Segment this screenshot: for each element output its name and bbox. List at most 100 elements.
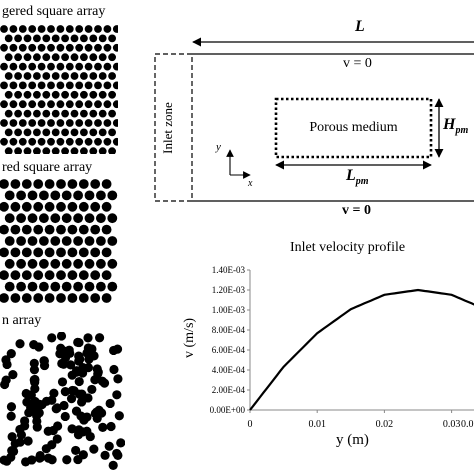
particle xyxy=(42,128,51,137)
particle xyxy=(94,405,104,415)
particle xyxy=(112,62,118,71)
particle xyxy=(84,137,93,146)
particle xyxy=(0,201,9,212)
particle xyxy=(4,34,13,43)
particle xyxy=(78,270,89,281)
particle xyxy=(78,293,89,303)
particle xyxy=(80,53,88,62)
particle xyxy=(6,411,16,421)
particle xyxy=(28,100,37,109)
particle xyxy=(112,81,118,90)
particle xyxy=(84,43,93,52)
particle xyxy=(27,236,38,246)
particle xyxy=(14,34,22,43)
particle xyxy=(44,201,55,212)
particle xyxy=(27,455,37,465)
particle xyxy=(65,25,74,33)
particle xyxy=(8,370,18,380)
particle xyxy=(0,62,8,71)
chart-xlabel: y (m) xyxy=(336,432,369,448)
particle xyxy=(84,25,93,33)
particle xyxy=(55,349,65,359)
particle xyxy=(18,100,27,109)
particle xyxy=(66,360,76,370)
inlet-zone-box xyxy=(154,53,193,202)
particle xyxy=(99,378,110,388)
particle xyxy=(101,270,112,281)
particle xyxy=(39,356,49,366)
particle xyxy=(104,441,114,451)
particle xyxy=(56,100,65,109)
particle xyxy=(52,434,62,444)
particle xyxy=(83,363,93,373)
particle xyxy=(80,109,88,118)
particle xyxy=(103,81,112,90)
particle xyxy=(16,190,26,201)
particle xyxy=(107,236,118,246)
particle xyxy=(101,293,112,303)
particle xyxy=(56,293,66,303)
particle xyxy=(9,25,18,33)
particle xyxy=(10,247,21,258)
particle xyxy=(39,190,49,201)
random-array-label: n array xyxy=(2,313,42,328)
particle xyxy=(6,348,16,359)
particle xyxy=(89,34,98,43)
particle xyxy=(39,213,49,224)
particle xyxy=(56,179,66,189)
particle xyxy=(14,109,22,118)
particle xyxy=(84,100,93,109)
particle xyxy=(21,179,32,189)
particle xyxy=(14,147,22,154)
particle xyxy=(27,281,38,292)
particle xyxy=(42,53,51,62)
particle xyxy=(21,270,32,281)
particle xyxy=(39,281,49,292)
particle xyxy=(74,425,84,435)
particle xyxy=(96,190,106,201)
particle xyxy=(47,81,55,90)
particle xyxy=(108,72,116,80)
particle xyxy=(23,34,32,43)
particle xyxy=(27,213,38,224)
particle xyxy=(49,388,59,398)
velocity-curve xyxy=(249,288,474,411)
particle xyxy=(65,119,74,127)
particle xyxy=(69,386,79,396)
particle xyxy=(94,25,102,33)
particle xyxy=(108,53,116,62)
particle xyxy=(44,179,55,189)
particle xyxy=(4,147,13,154)
height-label: Hpm xyxy=(443,116,468,136)
particle xyxy=(80,128,88,137)
particle xyxy=(94,81,102,90)
particle xyxy=(73,281,83,292)
particle xyxy=(108,128,116,137)
particle xyxy=(0,137,8,146)
particle xyxy=(9,81,18,90)
random-array xyxy=(0,332,125,471)
particle xyxy=(33,270,44,281)
x-tick-label: 0.0 xyxy=(461,419,474,430)
particle xyxy=(27,258,38,269)
square-array-label: red square array xyxy=(2,160,93,175)
particle xyxy=(51,72,60,80)
particle xyxy=(26,390,36,400)
particle xyxy=(0,43,8,52)
chart-title: Inlet velocity profile xyxy=(290,240,406,255)
particle xyxy=(47,137,55,146)
particle xyxy=(84,81,93,90)
particle xyxy=(4,236,15,246)
particle xyxy=(67,424,77,434)
particle xyxy=(94,119,102,127)
particle xyxy=(103,100,112,109)
lpm-label-sub: pm xyxy=(355,176,369,188)
particle xyxy=(96,281,106,292)
particle xyxy=(61,147,69,154)
particle xyxy=(65,43,74,52)
particle xyxy=(112,137,118,146)
particle xyxy=(10,224,21,235)
particle xyxy=(28,81,37,90)
particle xyxy=(61,109,69,118)
particle xyxy=(107,281,118,292)
